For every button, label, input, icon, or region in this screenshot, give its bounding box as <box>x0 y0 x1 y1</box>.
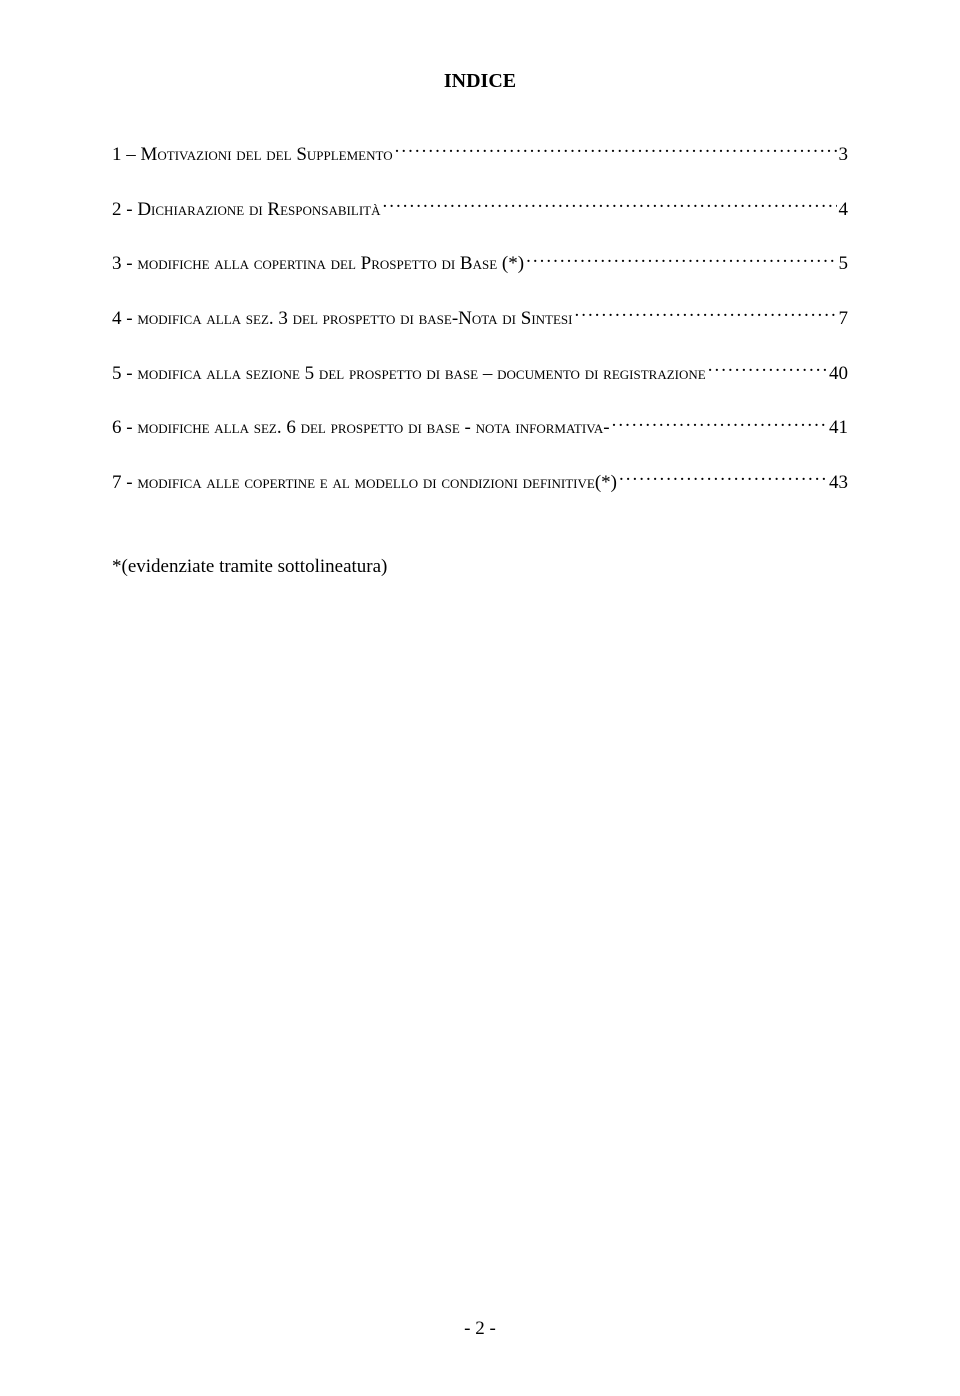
toc-entry: 6 - modifiche alla sez. 6 del prospetto … <box>112 414 848 441</box>
toc-label: modifica alla sez. 3 del prospetto di ba… <box>137 308 572 329</box>
toc-prefix: 5 - <box>112 363 137 384</box>
toc-label: Dichiarazione di Responsabilità <box>137 199 380 220</box>
toc-leader <box>619 469 827 488</box>
page-title: INDICE <box>112 70 848 93</box>
page-number: - 2 - <box>0 1318 960 1340</box>
toc-page-number: 5 <box>839 252 849 277</box>
toc-prefix: 1 – <box>112 144 141 165</box>
toc-label: modifica alle copertine e al modello di … <box>137 472 617 493</box>
toc-text: 2 - Dichiarazione di Responsabilità <box>112 198 381 223</box>
toc-text: 4 - modifica alla sez. 3 del prospetto d… <box>112 307 573 332</box>
toc-label: modifiche alla sez. 6 del prospetto di b… <box>137 417 609 438</box>
toc-entry: 2 - Dichiarazione di Responsabilità 4 <box>112 196 848 223</box>
title-text: INDICE <box>444 70 516 92</box>
toc-leader <box>395 141 837 160</box>
toc-label: modifica alla sezione 5 del prospetto di… <box>137 363 705 384</box>
toc-page-number: 7 <box>839 307 849 332</box>
toc-leader <box>383 196 837 215</box>
toc-text: 7 - modifica alle copertine e al modello… <box>112 471 617 496</box>
toc-text: 1 – Motivazioni del del Supplemento <box>112 143 393 168</box>
toc-text: 6 - modifiche alla sez. 6 del prospetto … <box>112 416 610 441</box>
toc-prefix: 7 - <box>112 472 137 493</box>
toc-prefix: 6 - <box>112 417 137 438</box>
toc-entry: 5 - modifica alla sezione 5 del prospett… <box>112 360 848 387</box>
toc-prefix: 4 - <box>112 308 137 329</box>
toc-label: modifiche alla copertina del Prospetto d… <box>137 253 524 274</box>
toc-page-number: 40 <box>829 362 848 387</box>
toc-page-number: 4 <box>839 198 849 223</box>
footnote: *(evidenziate tramite sottolineatura) <box>112 556 848 578</box>
table-of-contents: 1 – Motivazioni del del Supplemento 3 2 … <box>112 141 848 496</box>
toc-entry: 4 - modifica alla sez. 3 del prospetto d… <box>112 305 848 332</box>
toc-prefix: 2 - <box>112 199 137 220</box>
toc-label: Motivazioni del del Supplemento <box>141 144 393 165</box>
toc-prefix: 3 - <box>112 253 137 274</box>
toc-page-number: 3 <box>839 143 849 168</box>
toc-text: 3 - modifiche alla copertina del Prospet… <box>112 252 524 277</box>
toc-leader <box>575 305 837 324</box>
toc-page-number: 43 <box>829 471 848 496</box>
toc-leader <box>612 414 827 433</box>
toc-entry: 7 - modifica alle copertine e al modello… <box>112 469 848 496</box>
document-page: INDICE 1 – Motivazioni del del Supplemen… <box>0 0 960 1396</box>
toc-entry: 3 - modifiche alla copertina del Prospet… <box>112 250 848 277</box>
toc-leader <box>526 250 836 269</box>
toc-page-number: 41 <box>829 416 848 441</box>
toc-entry: 1 – Motivazioni del del Supplemento 3 <box>112 141 848 168</box>
toc-text: 5 - modifica alla sezione 5 del prospett… <box>112 362 706 387</box>
toc-leader <box>708 360 827 379</box>
